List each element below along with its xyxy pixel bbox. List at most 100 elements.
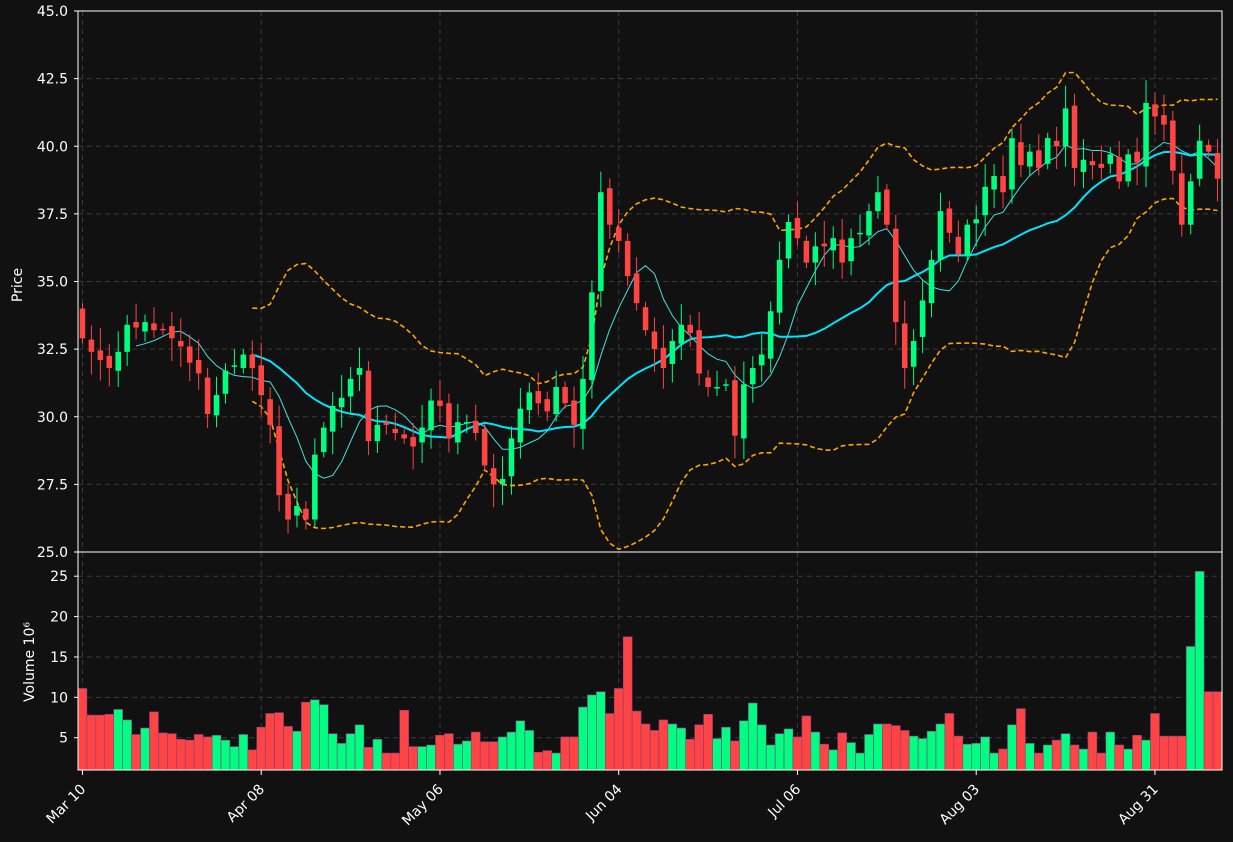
volume-bar xyxy=(238,734,249,771)
volume-bar xyxy=(1007,724,1017,771)
candle-body xyxy=(285,493,291,520)
candle-body xyxy=(321,427,327,452)
volume-bar xyxy=(587,694,597,771)
candle-body xyxy=(1170,120,1176,171)
volume-bar xyxy=(292,730,302,771)
volume-bar xyxy=(658,719,669,771)
candle-body xyxy=(910,341,917,367)
candle-body xyxy=(544,399,550,412)
candle-body xyxy=(973,219,979,224)
candle-body xyxy=(88,339,95,352)
volume-tick-label: 10 xyxy=(50,690,68,706)
candle-body xyxy=(651,331,658,350)
volume-bar xyxy=(1042,744,1053,771)
candle-body xyxy=(589,292,595,381)
candle-body xyxy=(1018,142,1024,166)
volume-bar xyxy=(381,752,392,771)
candle-body xyxy=(169,326,175,339)
volume-bar xyxy=(944,713,955,771)
price-tick-label: 25.0 xyxy=(37,545,68,561)
volume-bar xyxy=(408,746,418,771)
candle-body xyxy=(1071,105,1078,168)
volume-bar xyxy=(1150,713,1160,771)
volume-bar xyxy=(560,736,570,771)
volume-bar xyxy=(685,739,695,771)
candle-body xyxy=(848,238,854,262)
volume-axis-label: Volume 10⁶ xyxy=(22,622,38,702)
volume-bar xyxy=(399,709,409,771)
candle-body xyxy=(338,397,345,408)
candle-body xyxy=(374,424,381,442)
volume-bar xyxy=(640,723,651,771)
candle-body xyxy=(1089,161,1096,166)
volume-bar xyxy=(935,723,946,771)
candle-body xyxy=(419,427,425,443)
candle-body xyxy=(428,400,434,431)
candle-body xyxy=(1107,154,1114,164)
volume-bar xyxy=(1114,744,1124,771)
candle-body xyxy=(1143,102,1149,167)
candle-body xyxy=(249,354,256,369)
candle-body xyxy=(329,405,336,432)
volume-bar xyxy=(1123,748,1133,771)
volume-bar xyxy=(1159,735,1169,771)
candle-body xyxy=(490,468,497,485)
volume-bar xyxy=(882,723,892,771)
volume-bar xyxy=(1177,735,1187,771)
candle-body xyxy=(893,228,899,323)
volume-bar xyxy=(211,734,222,771)
volume-bar xyxy=(569,736,579,771)
price-tick-label: 37.5 xyxy=(37,207,68,223)
volume-bar xyxy=(783,728,794,771)
candle-body xyxy=(553,386,559,415)
candle-body xyxy=(231,365,238,367)
volume-bar xyxy=(694,724,704,771)
candle-body xyxy=(982,186,988,216)
candle-body xyxy=(499,478,506,485)
volume-bar xyxy=(596,691,606,771)
candle-body xyxy=(124,324,130,352)
volume-bar xyxy=(1034,752,1044,771)
candle-body xyxy=(696,330,702,374)
volume-bar xyxy=(506,731,517,771)
price-tick-label: 27.5 xyxy=(37,477,68,493)
volume-bar xyxy=(578,706,588,771)
candle-body xyxy=(615,227,622,241)
volume-bar xyxy=(283,726,293,771)
candle-body xyxy=(401,434,407,439)
candle-body xyxy=(767,311,774,359)
bollinger-lower-line xyxy=(251,197,1218,551)
volume-bar xyxy=(193,734,204,771)
candle-body xyxy=(687,324,693,333)
volume-bar xyxy=(1078,748,1089,771)
candle-body xyxy=(97,350,104,360)
volume-bar xyxy=(801,715,812,771)
volume-bar xyxy=(765,744,776,771)
volume-bar xyxy=(721,726,731,771)
volume-bar xyxy=(265,713,275,771)
volume-bar xyxy=(1096,752,1107,771)
volume-bar xyxy=(158,732,168,771)
candle-body xyxy=(732,380,738,436)
candle-body xyxy=(365,370,372,442)
candle-body xyxy=(258,365,264,396)
volume-bar xyxy=(1168,735,1178,771)
price-axis-label: Price xyxy=(10,268,26,302)
price-tick-label: 32.5 xyxy=(37,342,68,358)
volume-bar xyxy=(1051,739,1062,771)
volume-bar xyxy=(274,712,284,771)
volume-bar xyxy=(497,736,508,771)
volume-tick-label: 25 xyxy=(50,569,68,585)
volume-bar xyxy=(247,749,258,771)
candle-body xyxy=(142,322,148,332)
volume-bar xyxy=(167,733,177,771)
candle-body xyxy=(312,454,318,520)
volume-bar xyxy=(828,749,838,771)
candle-body xyxy=(213,395,220,416)
volume-bar xyxy=(336,743,347,771)
volume-bar xyxy=(1105,731,1116,771)
volume-bar xyxy=(95,714,106,771)
candle-body xyxy=(678,324,685,344)
volume-bar xyxy=(989,752,999,771)
volume-bar xyxy=(140,727,150,771)
